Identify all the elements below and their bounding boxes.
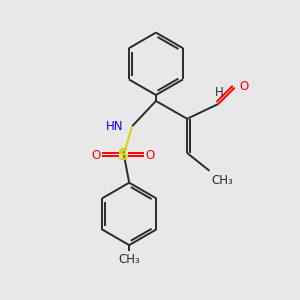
Text: H: H [214,85,223,99]
Text: O: O [92,149,101,162]
Text: HN: HN [106,120,123,133]
Text: S: S [118,148,128,164]
Text: O: O [239,80,248,93]
Text: O: O [146,149,154,162]
Text: CH₃: CH₃ [118,253,140,266]
Text: CH₃: CH₃ [211,174,233,187]
